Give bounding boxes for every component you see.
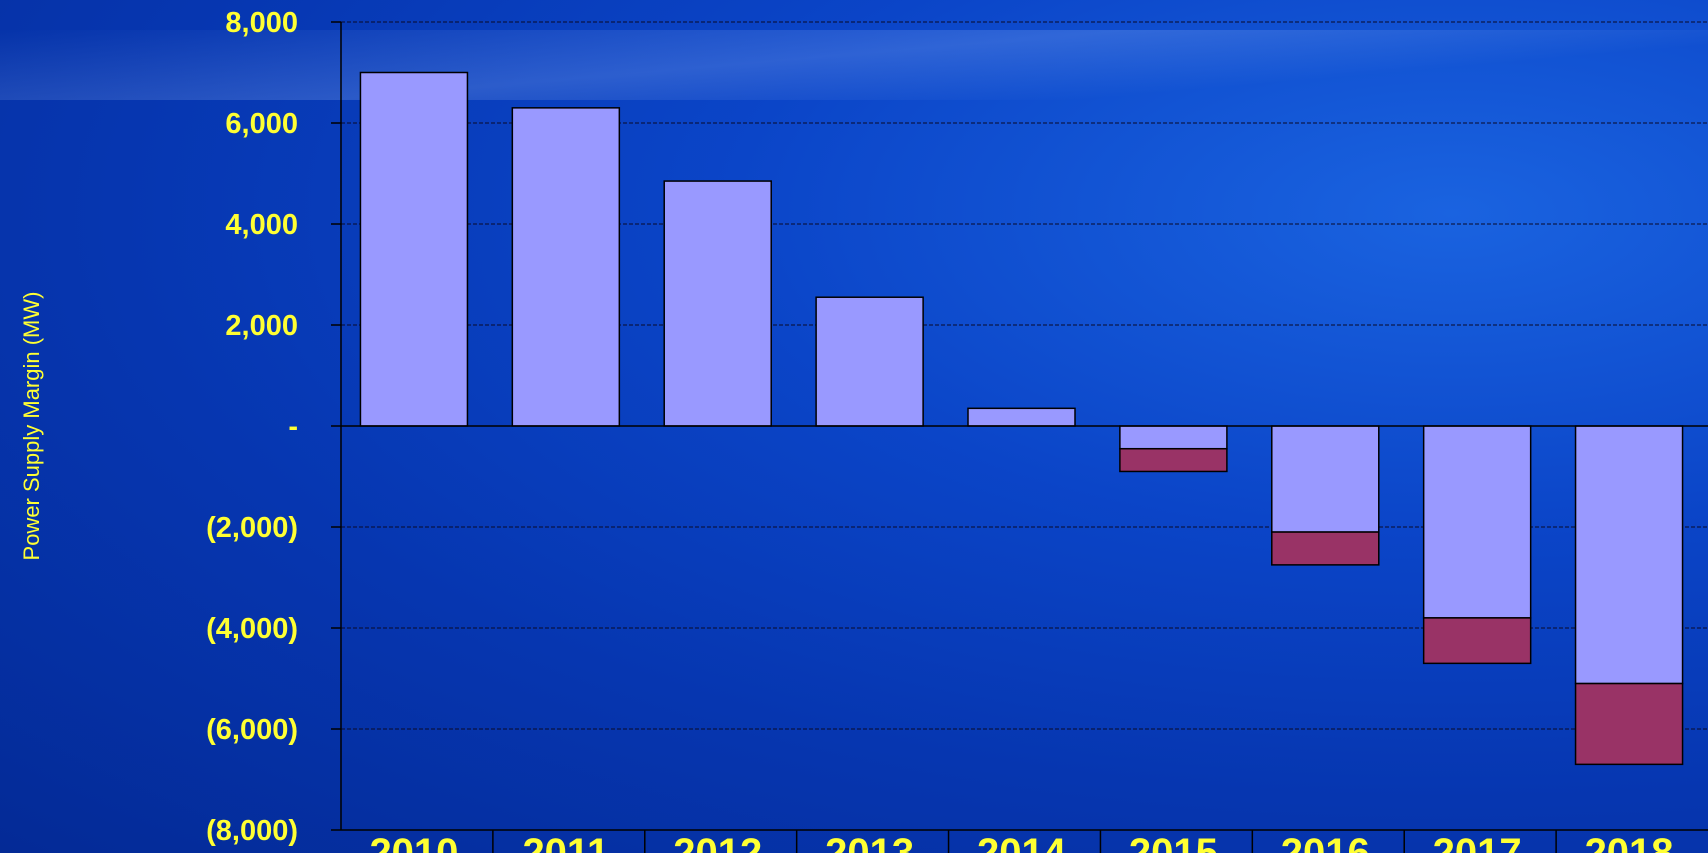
bar-2017-series-2 <box>1422 617 1532 665</box>
y-tick-label: 8,000 <box>225 7 298 39</box>
x-tick-label: 2012 <box>673 831 762 853</box>
x-tick-label: 2014 <box>977 831 1067 853</box>
bar-2016-series-2 <box>1271 531 1380 566</box>
x-tick-label: 2011 <box>522 831 609 853</box>
bar-2017-series-1 <box>1422 425 1532 619</box>
bar-2012-series-1 <box>663 180 772 427</box>
y-tick-label: (2,000) <box>206 512 298 544</box>
x-tick-label: 2017 <box>1433 831 1522 853</box>
y-tick-label: (4,000) <box>206 613 298 645</box>
x-tick-label: 2013 <box>825 831 914 853</box>
bar-2018-series-2 <box>1574 682 1684 766</box>
bar-2011-series-1 <box>511 107 621 427</box>
y-tick-label: 6,000 <box>225 108 298 140</box>
x-tick-label: 2015 <box>1129 831 1218 853</box>
y-tick-label: (8,000) <box>206 815 298 847</box>
x-tick-label: 2010 <box>369 831 458 853</box>
x-tick-label: 2016 <box>1281 831 1370 853</box>
bar-2013-series-1 <box>815 296 924 427</box>
y-tick-label: 4,000 <box>225 209 298 241</box>
bar-2010-series-1 <box>359 71 469 427</box>
bar-2018-series-1 <box>1574 425 1684 685</box>
bar-2015-series-1 <box>1119 425 1228 450</box>
bar-2016-series-1 <box>1271 425 1380 533</box>
bar-2014-series-1 <box>967 407 1076 427</box>
y-tick-label: - <box>288 411 298 443</box>
y-tick-label: (6,000) <box>206 714 298 746</box>
bar-2015-series-2 <box>1119 447 1228 473</box>
y-tick-label: 2,000 <box>225 310 298 342</box>
x-tick-label: 2018 <box>1585 831 1674 853</box>
